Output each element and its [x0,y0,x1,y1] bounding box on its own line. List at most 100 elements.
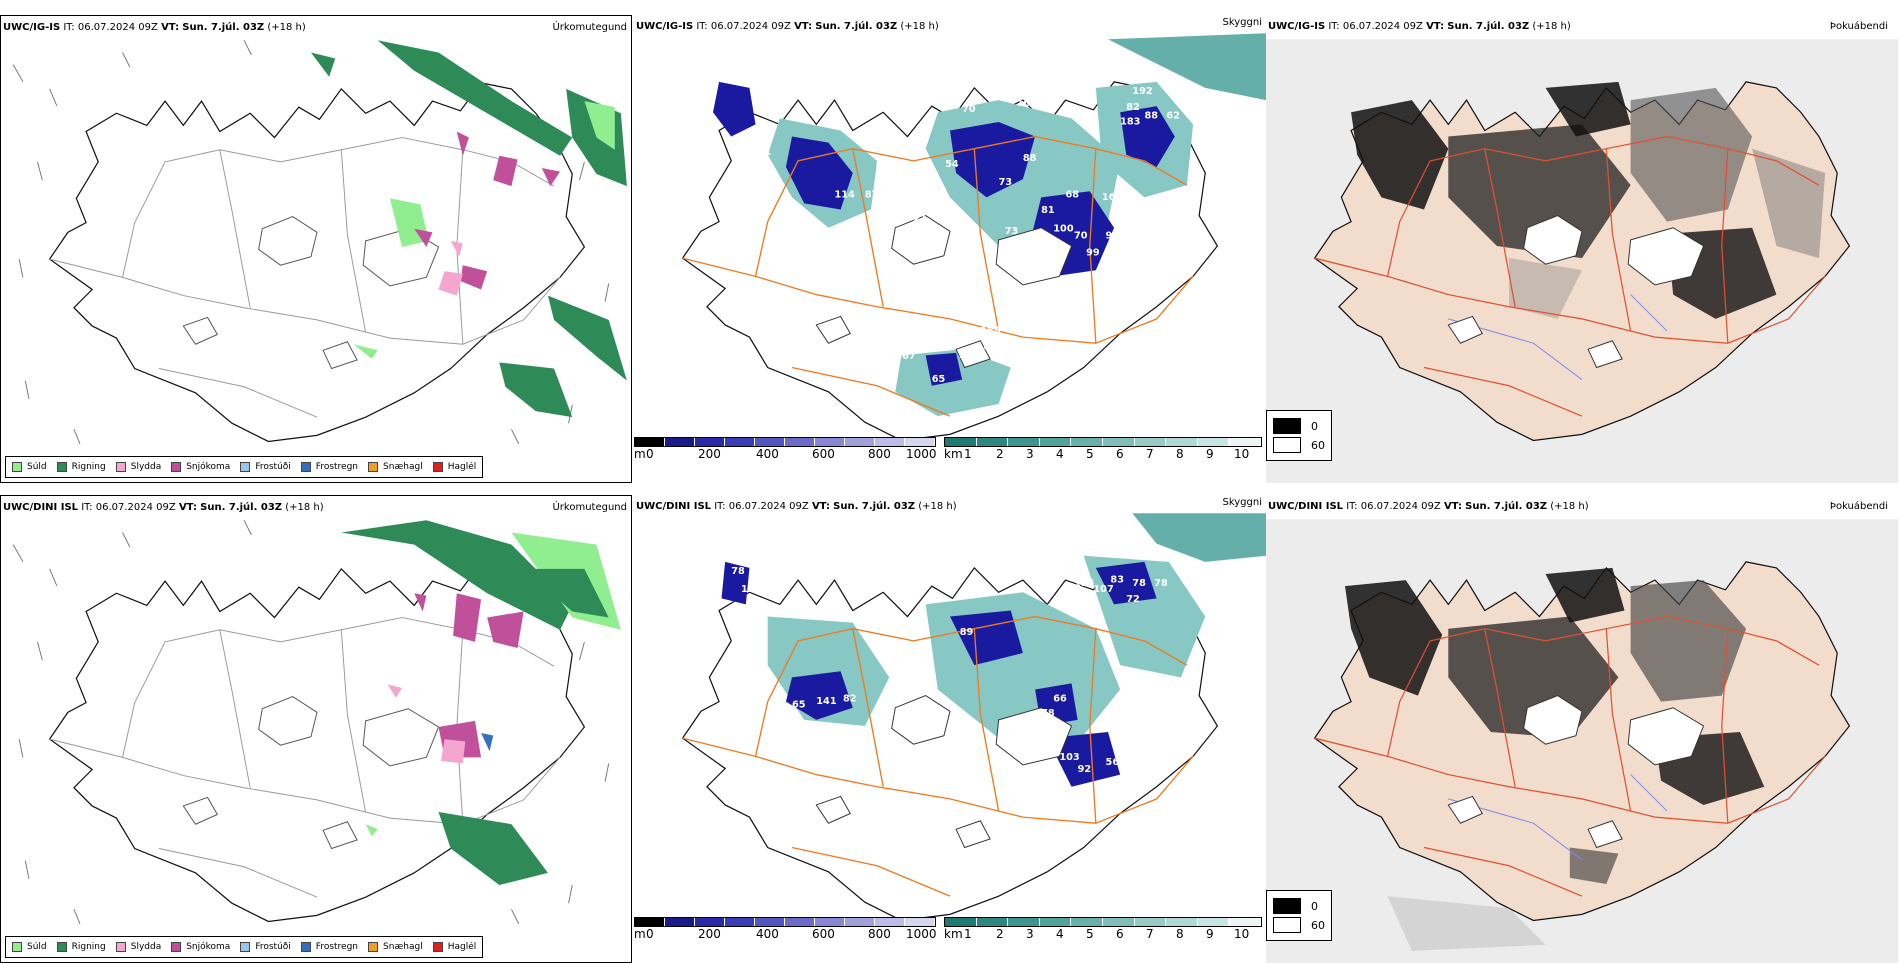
tick-label: 1 [964,447,972,461]
ceiling-label: 83 [1110,575,1124,586]
panel-title: UWC/IG-IS IT: 06.07.2024 09Z VT: Sun. 7.… [1268,21,1571,32]
low-cloud-shading [721,561,1157,787]
ceiling-label: 78 [1041,708,1055,719]
panel-title: UWC/DINI ISL IT: 06.07.2024 09Z VT: Sun.… [636,501,957,512]
ceiling-label: 70 [962,104,976,115]
ceiling-label: 102 [877,141,897,152]
ceiling-label: 89 [960,627,974,638]
ceiling-label: 187 [977,341,997,352]
ceiling-label: 97 [756,165,770,176]
legend-item: Haglél [432,462,476,472]
tick-label: 600 [812,927,835,941]
tick-label: 0 [646,927,654,941]
ceiling-label: 21 [914,214,928,225]
ceiling-label: 56 [1106,757,1120,768]
legend-item: Haglél [432,942,476,952]
ceiling-label: 111 [741,584,762,595]
ceiling-label: 68 [1065,189,1079,200]
ceiling-label: 66 [1053,694,1067,705]
ceiling-label: 123 [1114,550,1134,561]
ceiling-label: 70 [1074,231,1088,242]
panel-precip-type-top: UWC/IG-IS IT: 06.07.2024 09Z VT: Sun. 7.… [0,15,632,483]
tick-label: 3 [1026,927,1034,941]
tick-label: 2 [996,447,1004,461]
legend-item: Slydda [115,942,161,952]
tick-label: 2 [996,927,1004,941]
ceiling-label: 92 [956,333,970,344]
panel-title: UWC/IG-IS IT: 06.07.2024 09Z VT: Sun. 7.… [3,22,306,33]
tick-label: 3 [1026,447,1034,461]
ceiling-label: 93 [1106,231,1120,242]
visibility-ticks: km 1 2 3 4 5 6 7 8 9 10 [944,927,1262,943]
legend-swatch [56,462,67,472]
ceiling-label: 70 [920,175,934,186]
tick-label: 8 [1176,447,1184,461]
legend-swatch [368,942,379,952]
ceiling-label: 78 [1132,578,1146,589]
cloud-base-ticks: m 0 200 400 600 800 1000 [634,927,937,943]
legend-item: Snæhagl [368,942,423,952]
tick-label: 9 [1206,447,1214,461]
ceiling-label: 104 [1017,98,1038,109]
ceiling-label: 82 [843,694,857,705]
tick-label: 400 [756,447,779,461]
ceiling-label: 181 [980,854,1001,865]
panel-title: UWC/DINI ISL IT: 06.07.2024 09Z VT: Sun.… [3,502,324,513]
ceiling-label: 65 [792,700,806,711]
fog-map [1266,519,1898,963]
visibility-bar [944,437,1262,447]
field-name: Skyggni [1222,497,1262,508]
tick-label: 200 [698,447,721,461]
ceiling-label: 86 [877,171,891,182]
ceiling-label: 73 [1005,226,1019,237]
ceiling-label: 751 [877,372,898,383]
tick-label: 8 [1176,927,1184,941]
legend-item: Frostúði [240,942,291,952]
legend-item: Súld [12,942,47,952]
cloud-base-bar [634,437,936,447]
panel-precip-type-bottom: UWC/DINI ISL IT: 06.07.2024 09Z VT: Sun.… [0,495,632,963]
tick-label: 10 [1234,447,1250,461]
tick-label: 5 [1086,927,1094,941]
legend-swatch [171,462,182,472]
legend-item: Frostúði [240,462,291,472]
panel-fog-bottom: UWC/DINI ISL IT: 06.07.2024 09Z VT: Sun.… [1266,495,1900,963]
panel-fog-top: UWC/IG-IS IT: 06.07.2024 09Z VT: Sun. 7.… [1266,15,1900,483]
field-name: Úrkomutegund [552,22,627,33]
wind-barbs [12,520,610,925]
legend-swatch [115,942,126,952]
ceiling-label: 183 [1120,116,1140,127]
ceiling-labels: 123 83 78 78 72 116 107 78 111 82 141 65… [731,550,1168,881]
ceiling-label: 88 [1144,110,1158,121]
legend-swatch [432,942,443,952]
unit-label: km [944,927,963,941]
legend-item: Frostregn [300,462,358,472]
fog-map [1266,39,1898,483]
tick-label: 1000 [906,927,937,941]
rain-areas [341,520,621,885]
ceiling-label: 118 [959,350,980,361]
panel-title: UWC/DINI ISL IT: 06.07.2024 09Z VT: Sun.… [1268,501,1589,512]
ceiling-label: 78 [1154,578,1168,589]
fog-legend-item: 60 [1273,437,1325,453]
legend-swatch [240,942,251,952]
legend-swatch [240,462,251,472]
tick-label: 5 [1086,447,1094,461]
precip-type-map [12,40,627,445]
tick-label: 400 [756,927,779,941]
ceiling-label: 81 [758,147,772,158]
legend-swatch [12,462,22,472]
ceiling-label: 167 [1102,192,1122,203]
ceiling-label: 116 [1074,578,1095,589]
field-name: Þokuábendi [1829,501,1888,512]
rain-areas [310,40,627,418]
tick-label: 800 [868,447,891,461]
ceiling-label: 107 [1093,584,1113,595]
ceiling-label: 188 [980,325,1001,336]
legend-swatch [368,462,379,472]
ceiling-label: 78 [731,566,745,577]
tick-label: 4 [1056,447,1064,461]
fog-swatch [1273,437,1301,453]
fog-swatch [1273,898,1301,914]
legend-item: Slydda [115,462,161,472]
